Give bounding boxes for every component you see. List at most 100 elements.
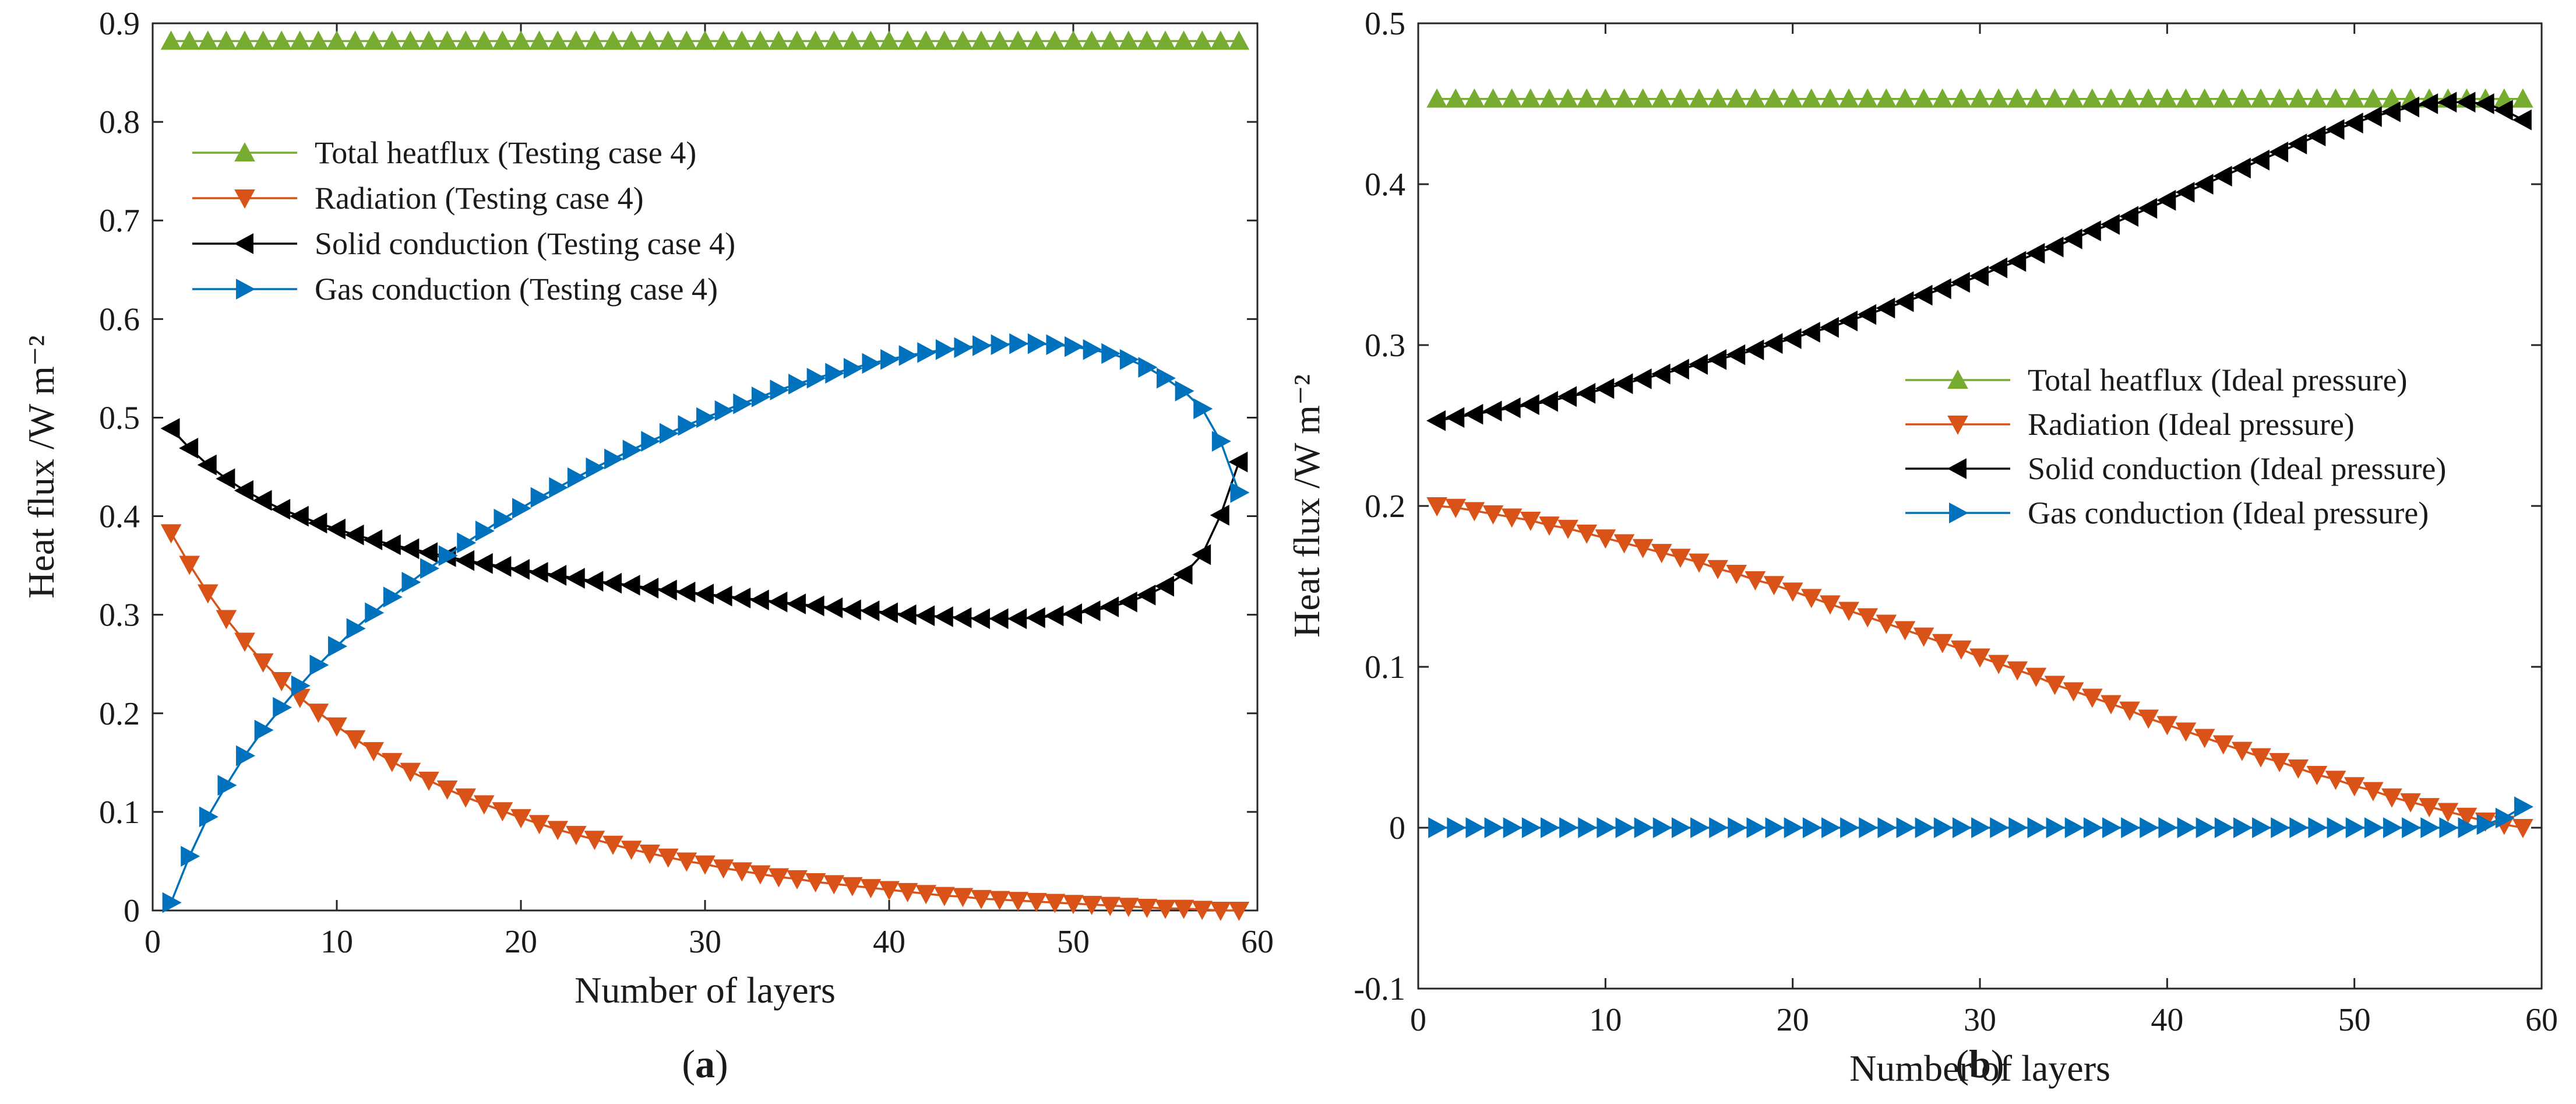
data-point-total [1763,88,1785,108]
data-point-solid [621,575,640,596]
data-point-radiation [897,883,918,902]
data-point-radiation [749,865,771,885]
data-point-total [768,30,790,50]
data-point-total [879,30,900,50]
data-point-gas [2308,817,2328,838]
y-tick-label: 0.1 [99,794,140,831]
data-point-solid [841,599,861,621]
data-point-gas [825,363,845,384]
data-point-radiation [695,855,716,875]
data-point-gas [991,334,1010,356]
data-point-radiation [915,885,937,905]
data-point-gas [586,457,605,479]
legend-label: Solid conduction (Testing case 4) [315,226,735,261]
data-point-gas [346,618,366,639]
data-point-total [1007,30,1029,50]
data-point-solid [1445,407,1465,428]
data-point-radiation [1539,516,1560,536]
data-point-gas [604,448,624,470]
data-point-total [1044,30,1066,50]
data-point-gas [236,745,256,767]
data-point-gas [1952,817,1972,838]
data-point-solid [1857,304,1877,325]
data-point-radiation [1520,511,1541,531]
y-tick-label: 0.3 [99,597,140,634]
data-point-total [197,30,219,50]
data-point-solid [455,550,475,571]
data-point-radiation [326,717,347,737]
data-point-gas [217,775,237,796]
data-point-total [2044,88,2066,108]
data-point-radiation [2419,798,2440,818]
data-point-gas [1990,817,2010,838]
data-point-total [2288,88,2309,108]
data-point-gas [162,892,182,913]
data-point-gas [1065,336,1084,357]
data-point-gas [383,586,403,608]
x-tick-label: 50 [1057,924,1090,960]
data-point-total [473,30,495,50]
data-point-gas [659,423,679,444]
data-point-solid [1894,291,1914,312]
data-point-total [2081,88,2103,108]
data-point-gas [1933,817,1953,838]
data-point-solid [694,583,714,604]
data-point-total [1876,88,1897,108]
data-point-total [2362,88,2384,108]
data-point-radiation [2194,729,2215,748]
x-tick-label: 60 [1241,924,1274,960]
data-point-solid [1782,328,1802,349]
data-point-gas [475,521,495,542]
data-point-radiation [455,788,477,808]
data-point-gas [530,487,550,508]
data-point-radiation [1228,902,1250,922]
legend-label: Radiation (Ideal pressure) [2028,407,2355,442]
data-point-gas [1119,349,1139,370]
data-point-solid [1426,410,1446,431]
data-point-total [1445,88,1467,108]
data-point-gas [1728,817,1747,838]
data-point-radiation [234,632,255,652]
data-point-radiation [1173,899,1194,919]
data-point-solid [1464,403,1483,425]
data-point-solid [381,534,401,555]
data-point-total [179,30,200,50]
y-tick-label: 0.6 [99,301,140,337]
data-point-radiation [1913,627,1934,647]
data-point-total [2306,88,2328,108]
data-point-solid [2362,106,2382,127]
data-point-radiation [179,555,200,575]
data-point-solid [1100,596,1119,617]
y-tick-label: 0.5 [99,400,140,436]
data-point-radiation [1726,564,1747,584]
data-point-gas [254,719,274,741]
data-point-total [1894,88,1916,108]
data-point-radiation [1820,595,1841,615]
data-point-solid [252,490,272,511]
series-gas [162,333,1250,913]
legend-entry-radiation: Radiation (Ideal pressure) [1905,407,2355,442]
data-point-total [1100,30,1121,50]
data-point-radiation [1210,902,1231,922]
data-point-gas [2458,817,2478,838]
data-point-solid [878,602,898,624]
data-point-total [2212,88,2234,108]
y-tick-label: 0.2 [1365,488,1405,525]
legend-label: Radiation (Testing case 4) [315,181,644,216]
data-point-radiation [1007,892,1029,912]
data-point-radiation [879,881,900,901]
data-point-radiation [1951,640,1972,660]
data-point-total [1613,88,1635,108]
data-point-total [381,30,403,50]
y-tick-label: 0.7 [99,203,140,239]
data-point-solid [2156,189,2176,211]
data-point-gas [1615,817,1635,838]
legend-entry-gas: Gas conduction (Testing case 4) [192,272,718,307]
data-point-total [1482,88,1504,108]
data-point-solid [363,529,383,550]
data-point-total [1063,30,1084,50]
data-point-radiation [2344,777,2365,797]
data-point-radiation [952,888,974,908]
data-point-solid [1154,575,1174,597]
data-point-gas [1230,482,1250,503]
